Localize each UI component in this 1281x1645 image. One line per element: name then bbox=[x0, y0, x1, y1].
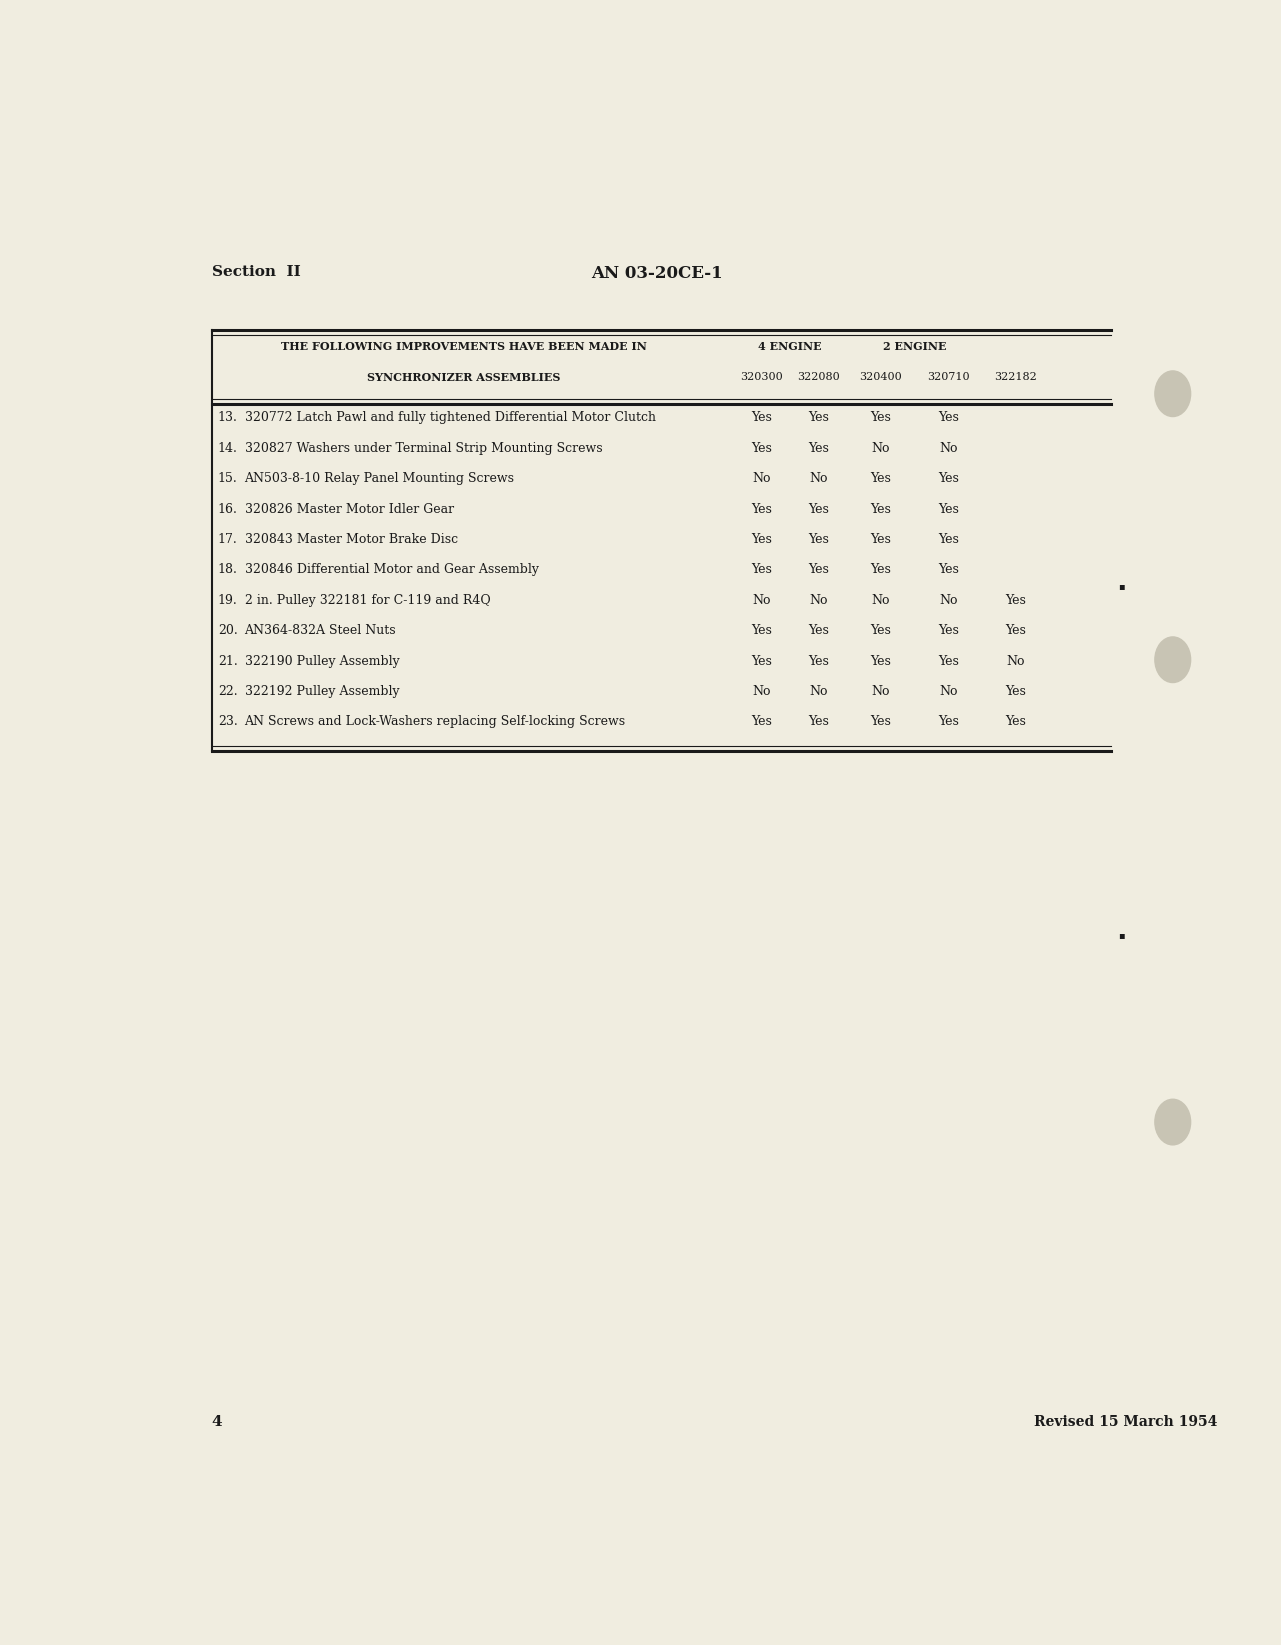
Text: 322182: 322182 bbox=[994, 372, 1038, 382]
Text: AN364-832A Steel Nuts: AN364-832A Steel Nuts bbox=[245, 623, 396, 637]
Text: AN503-8-10 Relay Panel Mounting Screws: AN503-8-10 Relay Panel Mounting Screws bbox=[245, 472, 515, 485]
Text: Yes: Yes bbox=[871, 623, 892, 637]
Text: SYNCHRONIZER ASSEMBLIES: SYNCHRONIZER ASSEMBLIES bbox=[368, 372, 561, 383]
Text: 20.: 20. bbox=[218, 623, 237, 637]
Text: 320710: 320710 bbox=[927, 372, 970, 382]
Text: Yes: Yes bbox=[938, 655, 958, 668]
Text: 23.: 23. bbox=[218, 716, 237, 729]
Text: No: No bbox=[871, 594, 890, 607]
Text: Yes: Yes bbox=[871, 655, 892, 668]
Text: Yes: Yes bbox=[808, 655, 829, 668]
Circle shape bbox=[1155, 637, 1190, 683]
Text: No: No bbox=[752, 472, 771, 485]
Text: 19.: 19. bbox=[218, 594, 237, 607]
Text: 322190 Pulley Assembly: 322190 Pulley Assembly bbox=[245, 655, 400, 668]
Text: Yes: Yes bbox=[938, 533, 958, 546]
Text: AN Screws and Lock-Washers replacing Self-locking Screws: AN Screws and Lock-Washers replacing Sel… bbox=[245, 716, 625, 729]
Text: Yes: Yes bbox=[938, 411, 958, 424]
Text: Yes: Yes bbox=[871, 716, 892, 729]
Text: Yes: Yes bbox=[752, 533, 772, 546]
Text: Yes: Yes bbox=[752, 503, 772, 515]
Text: Yes: Yes bbox=[752, 564, 772, 576]
Text: Yes: Yes bbox=[808, 623, 829, 637]
Circle shape bbox=[1155, 370, 1190, 416]
Text: 4 ENGINE: 4 ENGINE bbox=[758, 341, 822, 352]
Text: 13.: 13. bbox=[218, 411, 237, 424]
Text: ▪: ▪ bbox=[1118, 581, 1125, 591]
Text: No: No bbox=[939, 684, 958, 697]
Text: Yes: Yes bbox=[752, 411, 772, 424]
Text: Yes: Yes bbox=[1006, 594, 1026, 607]
Text: No: No bbox=[810, 594, 828, 607]
Text: 320827 Washers under Terminal Strip Mounting Screws: 320827 Washers under Terminal Strip Moun… bbox=[245, 443, 602, 456]
Text: Yes: Yes bbox=[808, 533, 829, 546]
Text: 16.: 16. bbox=[218, 503, 237, 515]
Text: Yes: Yes bbox=[808, 716, 829, 729]
Text: 320300: 320300 bbox=[740, 372, 783, 382]
Text: 15.: 15. bbox=[218, 472, 237, 485]
Text: No: No bbox=[939, 594, 958, 607]
Text: ▪: ▪ bbox=[1118, 929, 1125, 939]
Text: Yes: Yes bbox=[1006, 716, 1026, 729]
Text: Yes: Yes bbox=[938, 503, 958, 515]
Text: No: No bbox=[1007, 655, 1025, 668]
Text: No: No bbox=[810, 472, 828, 485]
Text: 18.: 18. bbox=[218, 564, 237, 576]
Text: 320772 Latch Pawl and fully tightened Differential Motor Clutch: 320772 Latch Pawl and fully tightened Di… bbox=[245, 411, 656, 424]
Text: 4: 4 bbox=[211, 1415, 223, 1428]
Text: No: No bbox=[939, 443, 958, 456]
Text: THE FOLLOWING IMPROVEMENTS HAVE BEEN MADE IN: THE FOLLOWING IMPROVEMENTS HAVE BEEN MAD… bbox=[281, 341, 647, 352]
Text: No: No bbox=[871, 443, 890, 456]
Text: 17.: 17. bbox=[218, 533, 237, 546]
Text: Yes: Yes bbox=[752, 716, 772, 729]
Text: 320843 Master Motor Brake Disc: 320843 Master Motor Brake Disc bbox=[245, 533, 457, 546]
Text: No: No bbox=[810, 684, 828, 697]
Text: Yes: Yes bbox=[938, 716, 958, 729]
Text: Yes: Yes bbox=[871, 503, 892, 515]
Text: Yes: Yes bbox=[1006, 684, 1026, 697]
Text: 320826 Master Motor Idler Gear: 320826 Master Motor Idler Gear bbox=[245, 503, 453, 515]
Text: Yes: Yes bbox=[871, 564, 892, 576]
Text: 2 ENGINE: 2 ENGINE bbox=[883, 341, 947, 352]
Text: 320846 Differential Motor and Gear Assembly: 320846 Differential Motor and Gear Assem… bbox=[245, 564, 538, 576]
Text: Yes: Yes bbox=[808, 411, 829, 424]
Text: 22.: 22. bbox=[218, 684, 237, 697]
Text: 320400: 320400 bbox=[860, 372, 902, 382]
Text: Yes: Yes bbox=[938, 472, 958, 485]
Text: Yes: Yes bbox=[938, 623, 958, 637]
Text: AN 03-20CE-1: AN 03-20CE-1 bbox=[591, 265, 722, 281]
Text: Yes: Yes bbox=[752, 655, 772, 668]
Circle shape bbox=[1155, 1099, 1190, 1145]
Text: Section  II: Section II bbox=[211, 265, 301, 278]
Text: No: No bbox=[752, 684, 771, 697]
Text: Yes: Yes bbox=[1006, 623, 1026, 637]
Text: Yes: Yes bbox=[871, 533, 892, 546]
Text: Yes: Yes bbox=[871, 472, 892, 485]
Text: 2 in. Pulley 322181 for C-119 and R4Q: 2 in. Pulley 322181 for C-119 and R4Q bbox=[245, 594, 491, 607]
Text: 322080: 322080 bbox=[797, 372, 840, 382]
Text: Yes: Yes bbox=[752, 623, 772, 637]
Text: Yes: Yes bbox=[938, 564, 958, 576]
Text: 14.: 14. bbox=[218, 443, 237, 456]
Text: 322192 Pulley Assembly: 322192 Pulley Assembly bbox=[245, 684, 400, 697]
Text: Yes: Yes bbox=[808, 503, 829, 515]
Text: Yes: Yes bbox=[808, 564, 829, 576]
Text: No: No bbox=[871, 684, 890, 697]
Text: Yes: Yes bbox=[752, 443, 772, 456]
Text: 21.: 21. bbox=[218, 655, 237, 668]
Text: No: No bbox=[752, 594, 771, 607]
Text: Revised 15 March 1954: Revised 15 March 1954 bbox=[1034, 1415, 1217, 1428]
Text: Yes: Yes bbox=[871, 411, 892, 424]
Text: Yes: Yes bbox=[808, 443, 829, 456]
